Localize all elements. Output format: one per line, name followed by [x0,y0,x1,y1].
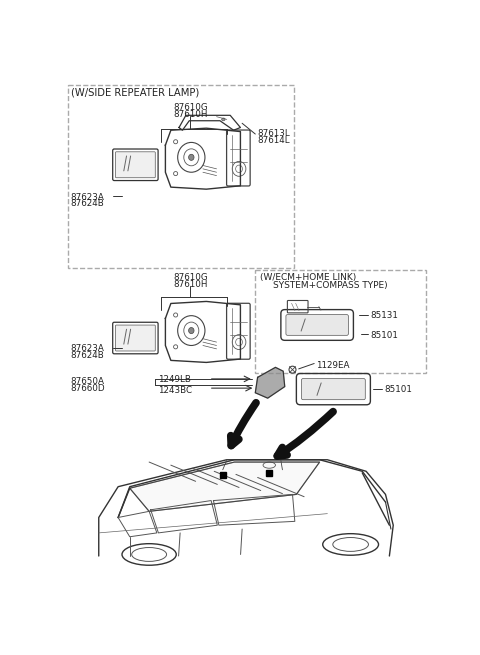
FancyBboxPatch shape [116,325,155,351]
FancyBboxPatch shape [301,379,365,400]
Ellipse shape [189,328,194,333]
Text: 87660D: 87660D [71,384,106,393]
FancyBboxPatch shape [286,314,348,335]
Text: 87610H: 87610H [173,110,207,119]
FancyBboxPatch shape [116,152,155,178]
Text: 87623A: 87623A [71,345,105,353]
Text: 1243BC: 1243BC [157,386,192,395]
Text: 87623A: 87623A [71,193,105,202]
Text: 1249LB: 1249LB [157,375,191,384]
Text: 87624B: 87624B [71,351,105,360]
Ellipse shape [222,118,225,121]
Text: 85101: 85101 [370,331,398,340]
Bar [255,270,426,373]
Text: 87610G: 87610G [173,272,207,282]
Polygon shape [255,367,285,398]
Bar [68,84,294,268]
Polygon shape [130,462,320,512]
Text: 85101: 85101 [384,385,412,394]
Text: 87610G: 87610G [173,103,207,112]
Text: 87613L: 87613L [258,128,290,138]
Text: (W/SIDE REPEATER LAMP): (W/SIDE REPEATER LAMP) [71,88,199,98]
Text: 87614L: 87614L [258,136,290,145]
Ellipse shape [189,155,194,160]
Text: 87610H: 87610H [173,280,207,289]
Text: 85131: 85131 [370,311,398,320]
Text: SYSTEM+COMPASS TYPE): SYSTEM+COMPASS TYPE) [273,281,388,290]
Text: 1129EA: 1129EA [316,361,349,370]
Text: 87624B: 87624B [71,200,105,208]
Text: (W/ECM+HOME LINK): (W/ECM+HOME LINK) [260,272,356,282]
Text: 87650A: 87650A [71,377,105,386]
